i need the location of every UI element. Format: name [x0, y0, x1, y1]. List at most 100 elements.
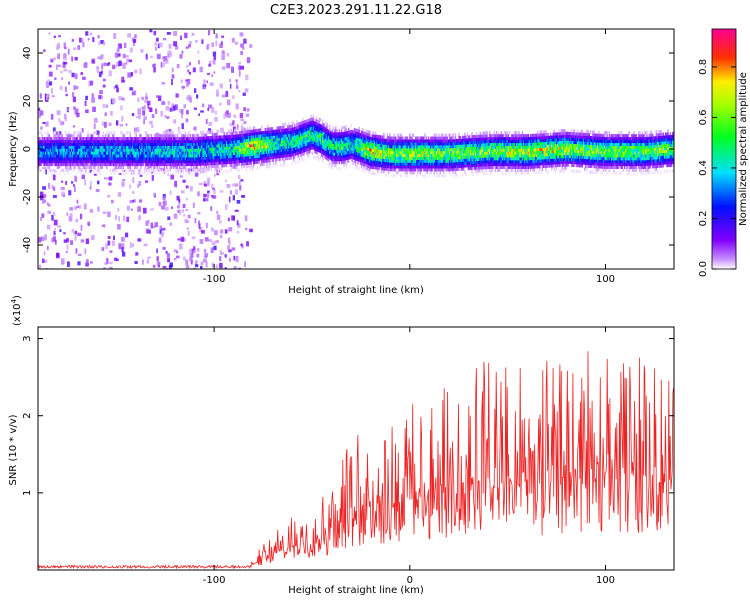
spectrogram-cell	[167, 154, 169, 158]
spectrogram-cell	[129, 131, 131, 135]
spectrogram-cell	[164, 157, 167, 161]
spectrogram-speckle	[208, 121, 213, 126]
spectrogram-cell	[241, 130, 243, 134]
spectrogram-cell	[264, 156, 266, 160]
spectrogram-cell	[47, 151, 49, 155]
spectrogram-speckle	[196, 94, 199, 99]
spectrogram-cell	[220, 141, 222, 145]
spectrogram-speckle	[64, 113, 67, 120]
spectrogram-cell	[315, 124, 317, 128]
spectrogram-cell	[383, 155, 385, 159]
spectrogram-cell	[328, 158, 330, 162]
spectrogram-cell	[326, 134, 329, 138]
spectrogram-speckle	[48, 204, 51, 207]
spectrogram-cell	[185, 162, 188, 167]
spectrogram-cell	[144, 154, 147, 158]
spectrogram-cell	[222, 161, 224, 165]
spectrogram-cell	[252, 135, 255, 139]
spectrogram-cell	[124, 160, 127, 164]
spectrogram-cell	[348, 156, 350, 160]
spectrogram-cell	[106, 160, 108, 164]
spectrogram-cell	[74, 154, 76, 158]
spectrogram-cell	[220, 135, 222, 139]
spectrogram-cell	[156, 160, 158, 164]
spectrogram-cell	[243, 127, 245, 131]
spectrogram-cell	[190, 139, 192, 144]
spectrogram-cell	[282, 143, 284, 147]
spectrogram-cell	[411, 153, 413, 157]
spectrogram-cell	[217, 161, 219, 165]
spectrogram-cell	[190, 148, 192, 152]
spectrogram-cell	[413, 153, 416, 157]
spectrogram-cell	[308, 136, 310, 140]
spectrogram-cell	[245, 167, 248, 171]
spectrogram-cell	[127, 165, 129, 169]
spectrogram-cell	[62, 137, 65, 141]
spectrogram-cell	[399, 133, 401, 137]
spectrogram-speckle	[175, 255, 180, 259]
spectrogram-cell	[304, 131, 306, 135]
spectrogram-cell	[217, 129, 219, 133]
spectrogram-cell	[211, 141, 214, 145]
spectrogram-speckle	[90, 261, 93, 264]
spectrogram-cell	[363, 145, 365, 149]
spectrogram-speckle	[77, 232, 82, 237]
spectrogram-speckle	[199, 239, 204, 244]
spectrogram-cell	[92, 168, 94, 172]
spectrogram-cell	[38, 142, 40, 146]
spectrogram-cell	[394, 136, 397, 140]
spectrogram-cell	[161, 162, 163, 167]
spectrogram-speckle	[84, 100, 87, 107]
spectrogram-cell	[86, 139, 88, 144]
spectrogram-cell	[346, 153, 349, 158]
spectrogram-cell	[241, 156, 243, 160]
spectrogram-cell	[56, 165, 59, 169]
spectrogram-cell	[121, 157, 123, 161]
spectrogram-cell	[171, 151, 174, 155]
spectrogram-speckle	[159, 225, 162, 230]
spectrogram-cell	[397, 165, 399, 169]
spectrogram-cell	[377, 143, 379, 147]
spectrogram-speckle	[127, 33, 131, 38]
spectrogram-cell	[74, 145, 76, 149]
spectrogram-cell	[421, 142, 424, 146]
spectrogram-cell	[232, 157, 235, 161]
spectrogram-cell	[393, 136, 396, 140]
spectrogram-cell	[76, 137, 79, 141]
spectrogram-cell	[261, 134, 263, 138]
spectrogram-cell	[90, 137, 93, 141]
spectrogram-cell	[79, 145, 81, 149]
spectrogram-cell	[390, 145, 392, 149]
spectrogram-cell	[190, 157, 192, 161]
spectrogram-speckle	[75, 248, 78, 254]
spectrogram-cell	[200, 165, 202, 169]
spectrogram-cell	[279, 152, 282, 156]
spectrogram-speckle	[205, 222, 208, 229]
spectrogram-cell	[331, 158, 333, 162]
spectrogram-cell	[205, 156, 208, 160]
spectrogram-cell	[394, 148, 397, 152]
spectrogram-cell	[208, 130, 210, 134]
spectrogram-cell	[377, 169, 379, 173]
spectrogram-speckle	[241, 195, 244, 198]
spectrogram-cell	[268, 133, 270, 137]
spectrogram-cell	[174, 157, 176, 161]
spectrogram-cell	[363, 163, 365, 167]
spectrogram-speckle	[99, 90, 103, 95]
spectrogram-cell	[329, 153, 331, 157]
spectrogram-cell	[41, 148, 43, 152]
spectrogram-cell	[209, 156, 211, 160]
spectrogram-speckle	[199, 227, 203, 233]
spectrogram-speckle	[186, 197, 188, 201]
spectrogram-cell	[243, 144, 245, 149]
spectrogram-cell	[126, 139, 128, 144]
spectrogram-cell	[70, 151, 73, 155]
spectrogram-cell	[384, 161, 386, 165]
spectrogram-speckle	[198, 113, 200, 117]
spectrogram-cell	[141, 148, 143, 152]
spectrogram-cell	[54, 148, 56, 152]
spectrogram-cell	[89, 139, 92, 144]
spectrogram-cell	[95, 160, 97, 164]
spectrogram-cell	[73, 131, 75, 135]
spectrogram-cell	[146, 160, 148, 164]
